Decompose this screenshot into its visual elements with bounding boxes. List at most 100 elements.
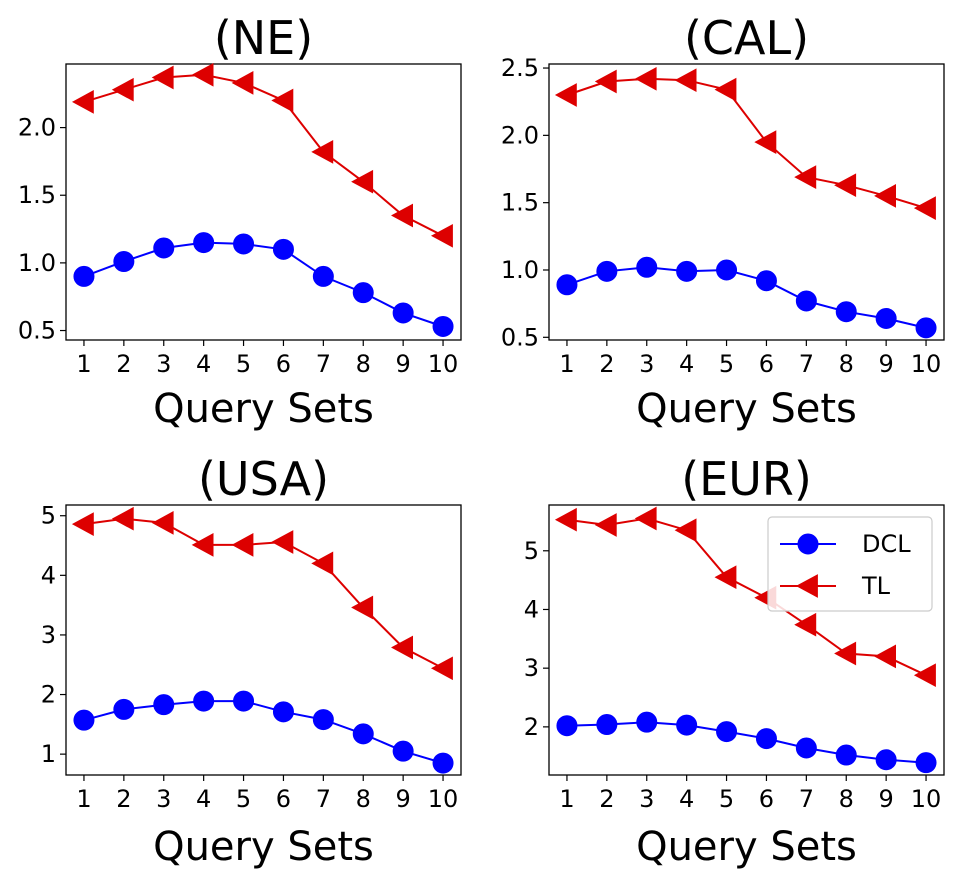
data-point-tl <box>271 530 294 554</box>
plot-frame <box>65 63 462 341</box>
data-point-dcl <box>755 728 777 750</box>
data-point-tl <box>794 612 817 637</box>
y-tick-label: 1.5 <box>501 189 539 217</box>
data-point-tl <box>834 641 857 666</box>
data-point-tl <box>634 506 657 531</box>
x-tick-label: 8 <box>356 350 371 378</box>
x-tick-label: 9 <box>396 785 411 813</box>
plot-frame <box>65 504 462 776</box>
x-tick-label: 1 <box>76 350 91 378</box>
data-point-tl <box>151 511 174 535</box>
chart-title: (EUR) <box>681 452 812 506</box>
y-tick-label: 2.5 <box>501 54 539 82</box>
data-point-tl <box>191 62 214 87</box>
data-point-dcl <box>153 237 175 259</box>
chart-panel-2: (CAL) 1 2 3 4 5 6 7 8 9 10 0.5 1.0 1.5 2.0 2.5 Query Set… <box>501 11 945 432</box>
data-point-dcl <box>716 259 738 281</box>
legend: DCL TL <box>767 516 933 612</box>
data-point-dcl <box>915 752 937 774</box>
data-point-tl <box>71 512 94 536</box>
x-axis-label: Query Sets <box>153 824 374 870</box>
data-point-tl <box>913 663 936 688</box>
data-point-tl <box>594 513 617 537</box>
data-point-dcl <box>636 256 658 278</box>
x-tick-label: 2 <box>599 785 614 813</box>
data-point-dcl <box>676 714 698 736</box>
data-point-dcl <box>392 740 414 762</box>
series-line-tl <box>83 73 444 237</box>
chart-title: (USA) <box>198 452 329 506</box>
legend-label-tl: TL <box>861 572 891 600</box>
data-point-tl <box>913 196 936 220</box>
y-tick-label: 5 <box>41 502 56 530</box>
data-point-tl <box>191 533 214 557</box>
x-tick-label: 9 <box>879 785 894 813</box>
x-tick-label: 4 <box>196 785 211 813</box>
x-tick-label: 6 <box>759 785 774 813</box>
x-tick-label: 2 <box>116 785 131 813</box>
data-point-tl <box>391 203 413 228</box>
data-point-dcl <box>556 715 578 737</box>
data-point-dcl <box>676 260 698 282</box>
chart-panel-1: (NE) 1 2 3 4 5 6 7 8 9 10 0.5 1.0 1.5 2.0 Query Sets <box>18 11 462 432</box>
x-tick-label: 2 <box>116 350 131 378</box>
data-point-tl <box>111 77 134 102</box>
x-tick-label: 5 <box>719 785 734 813</box>
data-point-dcl <box>795 290 817 312</box>
data-point-tl <box>554 83 577 107</box>
y-tick-label: 0.5 <box>501 323 539 351</box>
data-point-tl <box>754 130 777 154</box>
data-point-tl <box>834 173 857 198</box>
data-point-dcl <box>193 232 215 254</box>
data-point-dcl <box>795 737 817 759</box>
x-tick-label: 9 <box>879 350 894 378</box>
chart-title: (CAL) <box>684 11 809 65</box>
series-line-tl <box>566 517 927 677</box>
x-tick-label: 10 <box>911 350 942 378</box>
x-tick-label: 7 <box>316 350 331 378</box>
data-point-dcl <box>113 251 135 273</box>
x-tick-label: 9 <box>396 350 411 378</box>
data-point-tl <box>111 506 134 531</box>
x-tick-label: 6 <box>759 350 774 378</box>
x-tick-label: 10 <box>911 785 942 813</box>
data-point-dcl <box>113 698 135 720</box>
data-point-dcl <box>556 274 578 296</box>
data-point-dcl <box>193 690 215 712</box>
data-point-tl <box>71 90 94 114</box>
data-point-tl <box>311 140 334 164</box>
data-point-tl <box>151 65 174 90</box>
data-point-tl <box>391 635 413 660</box>
data-point-dcl <box>73 709 95 731</box>
data-point-dcl <box>596 714 618 736</box>
x-tick-label: 8 <box>839 350 854 378</box>
x-tick-label: 8 <box>839 785 854 813</box>
chart-title: (NE) <box>214 11 313 65</box>
x-tick-label: 6 <box>276 785 291 813</box>
y-tick-label: 5 <box>524 537 539 565</box>
data-point-dcl <box>915 317 937 339</box>
x-axis-label: Query Sets <box>153 386 374 432</box>
x-tick-label: 6 <box>276 350 291 378</box>
data-point-dcl <box>272 238 294 260</box>
data-point-dcl <box>73 265 95 287</box>
data-point-dcl <box>636 711 658 733</box>
data-point-dcl <box>352 282 374 304</box>
data-point-tl <box>351 169 374 194</box>
data-point-dcl <box>233 690 255 712</box>
y-tick-label: 0.5 <box>18 317 56 345</box>
x-tick-label: 4 <box>679 350 694 378</box>
legend-marker-tl <box>795 574 818 598</box>
data-point-dcl <box>312 265 334 287</box>
x-tick-label: 3 <box>639 350 654 378</box>
data-point-tl <box>674 518 697 543</box>
series-line-dcl <box>566 721 927 764</box>
data-point-dcl <box>875 307 897 329</box>
data-point-dcl <box>392 302 414 324</box>
data-point-dcl <box>875 749 897 771</box>
x-tick-label: 1 <box>559 350 574 378</box>
data-point-tl <box>714 565 737 590</box>
data-point-tl <box>554 507 577 532</box>
data-point-tl <box>794 165 817 189</box>
